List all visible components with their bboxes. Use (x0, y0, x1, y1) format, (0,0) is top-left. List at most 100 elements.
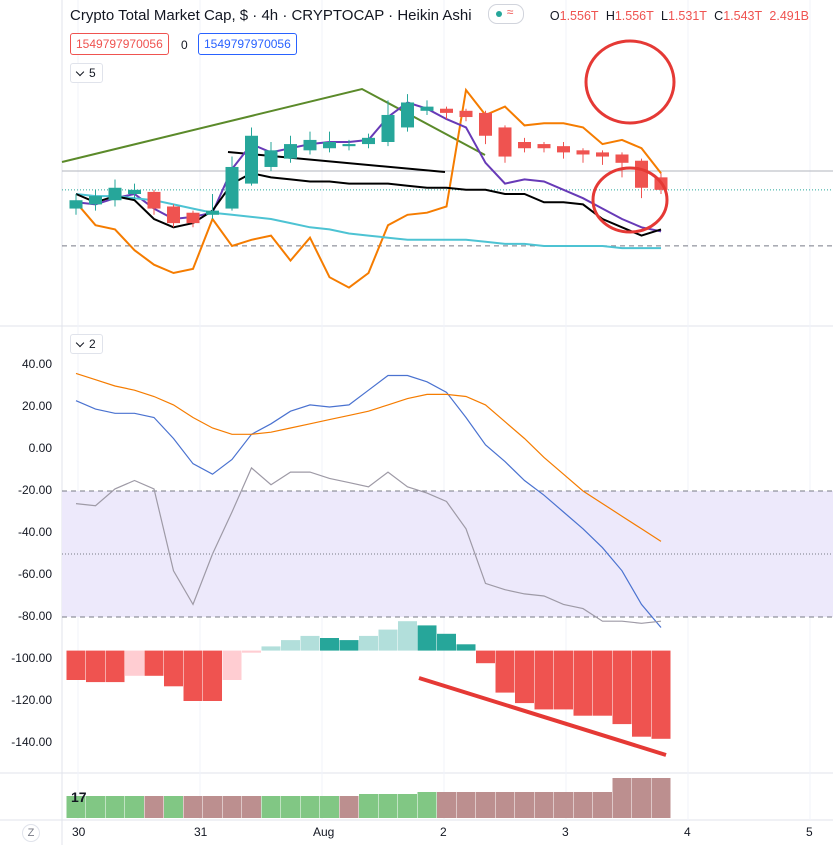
histogram-bar (281, 640, 300, 651)
histogram-bar (495, 650, 515, 693)
candle-body (108, 187, 122, 201)
x-tick-label: 31 (194, 825, 208, 839)
trendline-olive (61, 87, 486, 163)
volume-bar (222, 796, 242, 818)
chevron-down-icon (75, 67, 85, 77)
volume-bar (144, 796, 164, 818)
histogram-bar (164, 650, 183, 687)
histogram-bar (242, 650, 261, 653)
candle-body (440, 108, 453, 113)
candle-body (206, 210, 219, 215)
volume-bar (66, 796, 86, 818)
histogram-bar (476, 650, 495, 664)
candle-body (596, 152, 609, 157)
annotation-circle (591, 166, 669, 234)
candle-body (89, 196, 102, 205)
volume-bar (495, 792, 515, 818)
histogram-bar (66, 650, 86, 680)
histogram-bar (320, 638, 339, 651)
volume-bar (300, 796, 320, 818)
histogram-bar (398, 621, 417, 651)
histogram-bar (203, 650, 222, 701)
histogram-bar (125, 650, 144, 676)
y-tick-label: -80.00 (17, 609, 52, 623)
volume-bar (437, 792, 456, 818)
overlay-line-purple (75, 101, 662, 233)
histogram-bar (222, 650, 242, 680)
tradingview-logo-icon[interactable]: 17 (71, 789, 87, 805)
histogram-bar (534, 650, 554, 710)
y-tick-label: -60.00 (17, 567, 52, 581)
histogram-bar (573, 650, 593, 716)
y-tick-label: -100.00 (11, 651, 52, 665)
histogram-bar (456, 644, 476, 651)
histogram-bar (593, 650, 612, 716)
candle-body (323, 142, 336, 149)
indicator-value-red: 1549797970056 (70, 33, 169, 55)
volume-bar (515, 792, 534, 818)
volume-bar (554, 792, 573, 818)
annotation-line (418, 676, 667, 757)
main-pane-collapse-button[interactable]: 5 (70, 63, 103, 83)
histogram-bar (300, 635, 320, 651)
candle-body (362, 137, 375, 145)
symbol-title[interactable]: Crypto Total Market Cap, $ · 4h · CRYPTO… (70, 6, 472, 24)
candle-body (128, 189, 141, 194)
candle-body (225, 166, 239, 209)
y-tick-label: -20.00 (17, 483, 52, 497)
osc-pane-collapse-button[interactable]: 2 (70, 334, 103, 354)
histogram-bar (86, 650, 105, 683)
volume-bar (320, 796, 339, 818)
histogram-bar (632, 650, 651, 737)
candle-body (401, 102, 414, 128)
live-status-pill[interactable]: ≈ (487, 4, 524, 24)
volume-bar (651, 778, 671, 818)
chart-header: Crypto Total Market Cap, $ · 4h · CRYPTO… (70, 4, 809, 26)
volume-bar (378, 794, 398, 818)
candle-body (420, 106, 434, 111)
volume-bar (573, 792, 593, 818)
candle-body (69, 200, 83, 209)
candle-body (186, 212, 200, 224)
overlay-line-black (75, 172, 662, 237)
candle-body (537, 144, 551, 149)
candle-body (635, 160, 648, 188)
x-tick-label: 2 (440, 825, 447, 839)
candle-body (245, 135, 258, 184)
annotation-circle (584, 39, 676, 125)
volume-bar (593, 792, 612, 818)
y-tick-label: -120.00 (11, 693, 52, 707)
histogram-bar (417, 625, 437, 651)
volume-bar (86, 796, 105, 818)
timezone-button[interactable]: Z (22, 824, 40, 842)
histogram-bar (554, 650, 573, 710)
oscillator-line-blue (75, 374, 662, 628)
y-tick-label: 20.00 (21, 399, 52, 413)
histogram-bar (359, 635, 378, 651)
x-tick-label: 5 (806, 825, 813, 839)
histogram-bar (144, 650, 164, 676)
y-tick-label: -40.00 (17, 525, 52, 539)
trendline-black (227, 151, 446, 173)
x-tick-label: 3 (562, 825, 569, 839)
y-tick-label: -140.00 (11, 735, 52, 749)
histogram-bar (105, 650, 125, 683)
volume-bar (632, 778, 651, 818)
volume-bar (203, 796, 222, 818)
candle-body (264, 150, 278, 167)
y-tick-label: 0.00 (28, 441, 52, 455)
volume-bar (105, 796, 125, 818)
candle-body (498, 127, 512, 157)
histogram-bar (651, 650, 671, 739)
oscillator-line-gray (75, 466, 662, 624)
y-tick-label: 40.00 (21, 357, 52, 371)
volume-bar (456, 792, 476, 818)
histogram-bar (437, 633, 456, 651)
volume-bar (261, 796, 281, 818)
candle-body (479, 112, 492, 136)
histogram-bar (339, 640, 359, 651)
volume-bar (125, 796, 144, 818)
indicator-value-blue: 1549797970056 (198, 33, 297, 55)
volume-bar (476, 792, 495, 818)
